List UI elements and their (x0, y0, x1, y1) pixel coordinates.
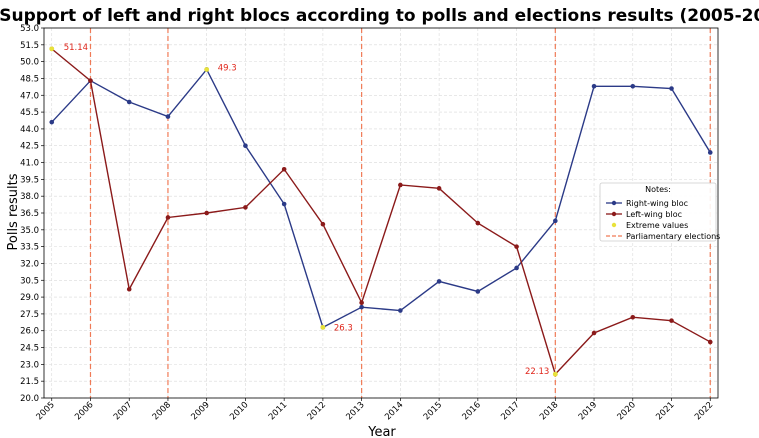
data-point (591, 330, 597, 336)
y-tick-label: 42.5 (20, 142, 39, 152)
x-axis-label: Year (367, 425, 396, 438)
y-tick-label: 53.0 (20, 24, 39, 34)
extreme-point (49, 46, 55, 52)
y-tick-label: 33.5 (20, 243, 39, 253)
extreme-point (320, 324, 326, 330)
data-point (630, 84, 636, 89)
data-point (475, 220, 481, 226)
data-point (398, 182, 403, 188)
data-point (165, 215, 171, 220)
x-tick-label: 2022 (693, 400, 715, 422)
data-point (165, 114, 171, 119)
x-tick-label: 2011 (267, 400, 289, 422)
x-tick-label: 2006 (73, 400, 95, 422)
x-tick-label: 2019 (577, 400, 599, 422)
y-tick-label: 39.5 (20, 175, 39, 185)
legend-title: Notes: (645, 185, 671, 194)
x-tick-label: 2012 (306, 400, 328, 422)
data-point (669, 86, 674, 91)
x-tick-label: 2014 (383, 400, 405, 422)
data-label: 51.14 (64, 43, 88, 53)
legend-entry-label: Left-wing bloc (626, 210, 682, 219)
y-tick-label: 26.0 (20, 327, 39, 337)
x-tick-label: 2010 (228, 400, 250, 422)
y-tick-label: 41.0 (20, 159, 39, 169)
data-point (359, 300, 364, 305)
y-tick-label: 21.5 (20, 377, 39, 387)
x-tick-label: 2021 (654, 400, 676, 422)
data-point (669, 318, 674, 323)
data-point (320, 221, 326, 227)
y-tick-label: 47.0 (20, 91, 39, 101)
x-tick-label: 2020 (616, 400, 638, 422)
data-point (204, 210, 209, 216)
data-point (514, 244, 519, 249)
extreme-values: 51.14 49.3 26.3 22.13 (49, 43, 558, 377)
data-point (707, 339, 713, 345)
data-point (126, 286, 132, 292)
series-lines (49, 46, 713, 377)
y-tick-label: 32.0 (20, 259, 39, 269)
x-tick-label: 2008 (151, 400, 173, 422)
data-point (553, 218, 558, 224)
data-point (707, 150, 713, 155)
legend-marker (611, 211, 617, 217)
x-tick-label: 2015 (422, 400, 444, 422)
y-tick-label: 20.0 (20, 394, 39, 404)
legend-box (599, 182, 717, 242)
data-point (630, 314, 636, 320)
y-tick-label: 29.0 (20, 293, 39, 303)
data-label: 22.13 (525, 367, 549, 377)
y-axis-label: Polls results (6, 173, 21, 250)
x-tick-label: 2017 (499, 400, 521, 422)
series-line (51, 68, 711, 329)
data-point (126, 99, 132, 105)
y-tick-label: 51.5 (20, 41, 39, 51)
data-point (281, 201, 287, 207)
data-point (243, 205, 248, 210)
legend-entry-label: Extreme values (626, 221, 688, 230)
y-tick-label: 44.0 (20, 125, 39, 135)
data-label: 26.3 (334, 323, 353, 333)
data-point (49, 119, 55, 125)
data-point (475, 289, 481, 294)
y-tick-label: 45.5 (20, 108, 39, 118)
x-tick-label: 2018 (538, 400, 560, 422)
chart-title: Support of left and right blocs accordin… (0, 6, 759, 26)
y-tick-label: 48.5 (20, 74, 39, 84)
data-point (514, 265, 519, 271)
legend-marker (611, 200, 617, 206)
y-tick-label: 23.0 (20, 360, 39, 370)
y-tick-label: 38.0 (20, 192, 39, 202)
extreme-point (204, 67, 210, 72)
series-line (51, 48, 711, 376)
y-tick-label: 36.5 (20, 209, 39, 219)
data-point (436, 186, 442, 191)
x-tick-label: 2016 (461, 400, 483, 422)
data-point (243, 143, 248, 149)
x-axis-ticks: 2005 2006 2007 2008 2009 2010 2011 2012 2013 2014… (34, 398, 715, 422)
data-point (359, 304, 364, 310)
data-label: 49.3 (218, 63, 237, 73)
x-tick-label: 2007 (112, 400, 134, 422)
y-axis-ticks: 20.0 21.5 23.0 24.5 26.0 27.5 29.0 30.5 32.0 33.5… (20, 24, 44, 404)
legend: Notes: Right-wing bloc Left-wing bloc Extre… (599, 182, 720, 242)
data-point (398, 308, 403, 313)
y-tick-label: 24.5 (20, 344, 39, 354)
x-tick-label: 2013 (344, 400, 366, 422)
data-point (281, 166, 287, 172)
extreme-point (552, 371, 558, 377)
data-point (591, 84, 597, 89)
y-tick-label: 30.5 (20, 276, 39, 286)
legend-entry-label: Parliamentary elections (626, 232, 720, 241)
x-tick-label: 2009 (189, 400, 211, 422)
legend-marker (611, 222, 617, 228)
data-point (436, 279, 442, 284)
y-tick-label: 35.0 (20, 226, 39, 236)
y-tick-label: 50.0 (20, 58, 39, 68)
data-point (88, 78, 93, 83)
y-tick-label: 27.5 (20, 310, 39, 320)
legend-entry-label: Right-wing bloc (626, 199, 688, 208)
